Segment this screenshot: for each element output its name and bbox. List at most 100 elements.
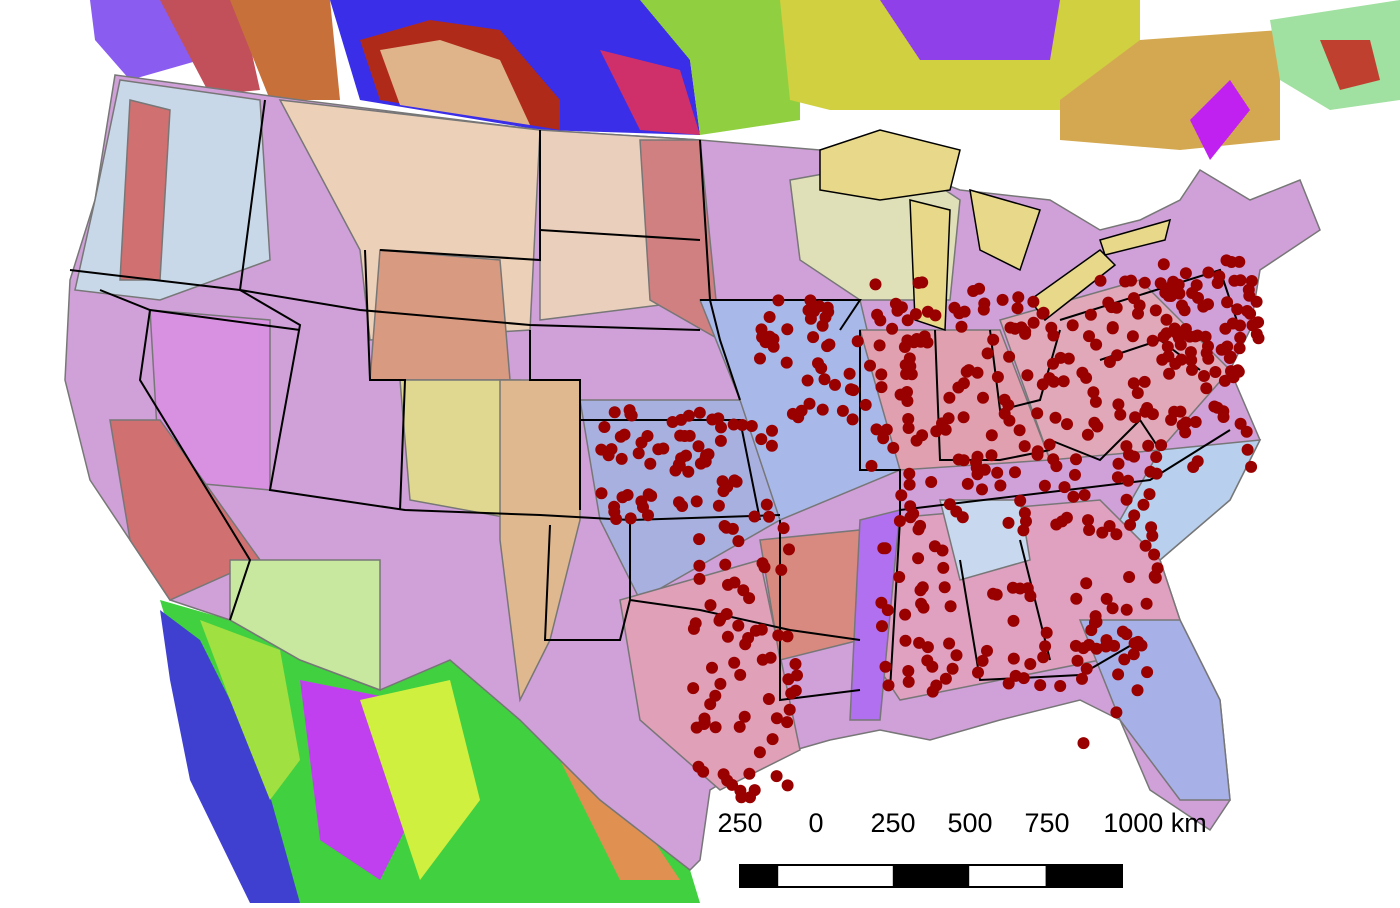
site-point bbox=[1040, 626, 1053, 639]
site-point bbox=[902, 422, 915, 434]
site-point bbox=[902, 675, 915, 688]
site-point bbox=[981, 347, 994, 360]
site-point bbox=[821, 301, 834, 314]
site-point bbox=[618, 428, 631, 441]
site-point bbox=[743, 767, 756, 780]
site-point bbox=[893, 571, 906, 583]
site-point bbox=[1165, 413, 1178, 426]
site-point bbox=[1013, 424, 1026, 437]
site-point bbox=[1146, 334, 1159, 347]
site-point bbox=[960, 365, 973, 378]
site-point bbox=[693, 572, 706, 585]
site-point bbox=[1027, 295, 1040, 308]
site-point bbox=[1009, 466, 1021, 479]
site-point bbox=[847, 384, 860, 397]
site-point bbox=[1024, 658, 1037, 670]
site-point bbox=[1138, 375, 1151, 388]
site-point bbox=[1124, 518, 1137, 531]
site-point bbox=[1089, 395, 1102, 408]
site-point bbox=[714, 434, 727, 447]
scale-segment bbox=[1045, 865, 1122, 887]
site-point bbox=[755, 323, 768, 336]
site-point bbox=[692, 440, 705, 453]
site-point bbox=[938, 581, 951, 594]
site-point bbox=[985, 429, 998, 442]
scale-bar bbox=[739, 864, 1123, 888]
site-point bbox=[595, 443, 608, 456]
site-point bbox=[767, 333, 780, 346]
site-point bbox=[1111, 471, 1124, 484]
site-point bbox=[1241, 305, 1254, 317]
site-point bbox=[732, 535, 745, 548]
site-point bbox=[991, 371, 1004, 383]
site-point bbox=[952, 453, 965, 466]
site-point bbox=[1070, 453, 1082, 466]
site-point bbox=[1160, 313, 1173, 326]
site-point bbox=[807, 331, 820, 344]
site-point bbox=[816, 403, 829, 416]
site-point bbox=[1199, 330, 1212, 343]
site-point bbox=[676, 500, 689, 512]
site-point bbox=[632, 447, 645, 460]
site-point bbox=[846, 413, 859, 426]
site-point bbox=[1047, 375, 1060, 388]
site-point bbox=[1150, 451, 1163, 463]
site-point bbox=[715, 421, 727, 434]
site-point bbox=[1043, 438, 1056, 451]
site-point bbox=[1069, 468, 1081, 481]
site-point bbox=[1002, 516, 1015, 529]
site-point bbox=[706, 661, 718, 674]
site-point bbox=[1131, 387, 1144, 399]
site-point bbox=[1178, 304, 1191, 317]
site-point bbox=[1034, 679, 1047, 692]
site-point bbox=[829, 378, 841, 391]
site-point bbox=[957, 411, 970, 424]
site-point bbox=[1071, 654, 1084, 667]
canada bbox=[90, 0, 1400, 160]
scale-label: 250 bbox=[717, 808, 762, 838]
site-point bbox=[749, 624, 762, 637]
site-point bbox=[1089, 616, 1101, 629]
site-point bbox=[610, 513, 623, 525]
site-point bbox=[900, 368, 913, 380]
site-point bbox=[1014, 582, 1026, 595]
site-point bbox=[1233, 342, 1246, 355]
site-point bbox=[875, 368, 888, 381]
site-point bbox=[1070, 592, 1083, 605]
site-point bbox=[1112, 398, 1125, 411]
site-point bbox=[981, 644, 993, 657]
site-point bbox=[1019, 325, 1032, 338]
site-point bbox=[1094, 274, 1107, 287]
site-point bbox=[1149, 571, 1162, 584]
site-point bbox=[851, 335, 864, 348]
site-point bbox=[1110, 706, 1123, 719]
site-point bbox=[876, 620, 888, 633]
site-point bbox=[1037, 651, 1050, 664]
region bbox=[600, 50, 700, 135]
site-point bbox=[734, 668, 747, 681]
scale-segment bbox=[740, 865, 779, 887]
site-point bbox=[879, 542, 892, 555]
site-point bbox=[1017, 524, 1030, 537]
site-point bbox=[766, 733, 779, 746]
site-point bbox=[704, 599, 717, 612]
site-point bbox=[764, 651, 777, 664]
site-point bbox=[1161, 340, 1174, 353]
lake bbox=[969, 188, 1041, 272]
site-point bbox=[666, 416, 679, 428]
site-point bbox=[902, 413, 915, 425]
site-point bbox=[948, 301, 961, 314]
site-point bbox=[1021, 369, 1034, 382]
site-point bbox=[644, 457, 657, 470]
site-point bbox=[895, 489, 908, 502]
site-point bbox=[1076, 366, 1089, 379]
site-point bbox=[1054, 680, 1067, 692]
site-point bbox=[925, 476, 938, 488]
site-point bbox=[1145, 521, 1158, 534]
site-point bbox=[693, 406, 706, 419]
site-point bbox=[875, 596, 888, 609]
site-point bbox=[763, 510, 775, 523]
site-point bbox=[1191, 455, 1204, 468]
site-point bbox=[893, 515, 906, 527]
site-point bbox=[928, 540, 941, 553]
